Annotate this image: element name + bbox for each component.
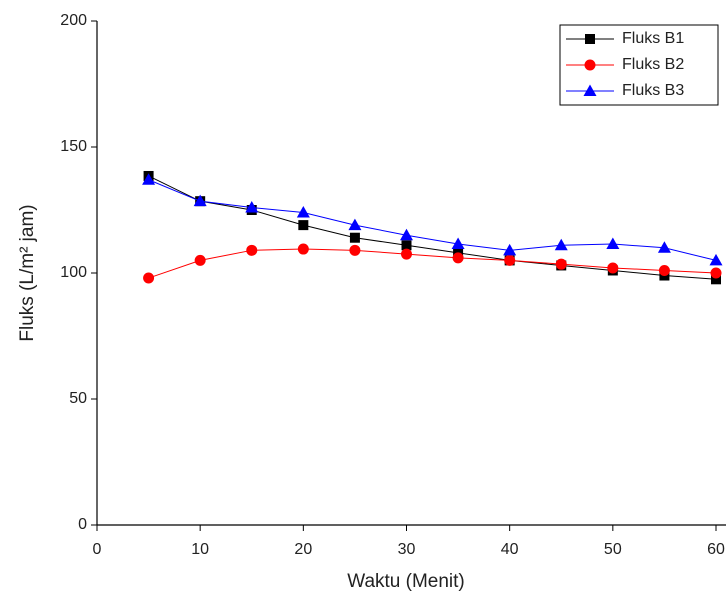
marker bbox=[245, 200, 259, 213]
marker bbox=[555, 258, 567, 270]
legend-label: Fluks B1 bbox=[622, 30, 684, 47]
marker bbox=[401, 248, 412, 260]
marker bbox=[143, 272, 155, 284]
y-tick-label: 50 bbox=[69, 390, 87, 407]
marker bbox=[401, 240, 412, 251]
marker bbox=[349, 244, 361, 256]
marker bbox=[554, 238, 568, 251]
marker bbox=[710, 267, 722, 279]
marker bbox=[246, 244, 258, 256]
y-tick-label: 0 bbox=[78, 516, 87, 533]
legend-label: Fluks B2 bbox=[622, 56, 684, 73]
x-tick-label: 50 bbox=[604, 541, 622, 558]
marker bbox=[296, 206, 310, 218]
x-axis-title: Waktu (Menit) bbox=[347, 571, 465, 592]
series-line bbox=[148, 175, 717, 280]
x-tick-label: 0 bbox=[93, 541, 102, 558]
y-tick-label: 100 bbox=[60, 264, 87, 281]
x-tick-label: 60 bbox=[707, 541, 725, 558]
x-tick-label: 10 bbox=[191, 541, 209, 558]
y-tick-label: 200 bbox=[60, 12, 87, 29]
marker bbox=[452, 252, 464, 264]
series-line bbox=[148, 179, 717, 261]
marker bbox=[451, 237, 465, 250]
y-axis-title: Fluks (L/m² jam) bbox=[17, 204, 38, 341]
marker bbox=[503, 243, 517, 256]
legend-marker bbox=[585, 34, 595, 44]
marker bbox=[607, 262, 619, 274]
marker bbox=[298, 220, 309, 231]
legend-marker bbox=[583, 84, 597, 96]
marker bbox=[349, 232, 360, 243]
legend-marker bbox=[584, 59, 596, 71]
marker bbox=[658, 264, 670, 276]
marker bbox=[194, 254, 206, 266]
marker bbox=[400, 228, 413, 241]
marker bbox=[348, 218, 362, 231]
marker bbox=[711, 274, 721, 285]
legend-label: Fluks B3 bbox=[622, 82, 684, 99]
x-tick-label: 30 bbox=[398, 541, 416, 558]
series-line bbox=[148, 248, 717, 279]
marker bbox=[606, 237, 620, 250]
marker bbox=[504, 254, 516, 266]
marker bbox=[657, 241, 671, 253]
y-tick-label: 150 bbox=[60, 138, 87, 155]
marker bbox=[709, 253, 723, 266]
marker bbox=[142, 173, 156, 185]
marker bbox=[193, 194, 207, 207]
marker bbox=[297, 243, 309, 255]
x-tick-label: 40 bbox=[501, 541, 519, 558]
x-tick-label: 20 bbox=[294, 541, 312, 558]
